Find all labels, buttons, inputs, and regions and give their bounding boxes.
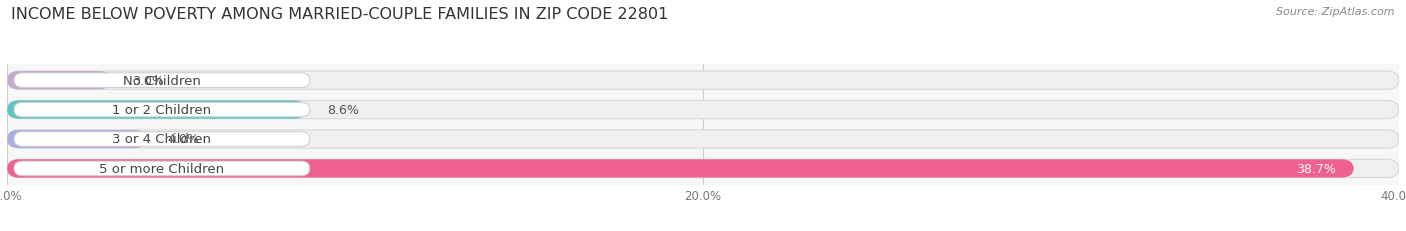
Text: 3 or 4 Children: 3 or 4 Children [112,133,211,146]
FancyBboxPatch shape [14,73,309,88]
Text: 3.0%: 3.0% [132,74,165,87]
FancyBboxPatch shape [7,72,111,90]
Text: 38.7%: 38.7% [1296,162,1336,175]
Text: No Children: No Children [122,74,201,87]
FancyBboxPatch shape [7,160,1354,178]
FancyBboxPatch shape [7,130,146,149]
Text: 8.6%: 8.6% [328,104,359,117]
FancyBboxPatch shape [7,160,1399,178]
FancyBboxPatch shape [14,103,309,117]
Text: INCOME BELOW POVERTY AMONG MARRIED-COUPLE FAMILIES IN ZIP CODE 22801: INCOME BELOW POVERTY AMONG MARRIED-COUPL… [11,7,669,22]
FancyBboxPatch shape [14,132,309,147]
Text: 1 or 2 Children: 1 or 2 Children [112,104,211,117]
FancyBboxPatch shape [7,72,1399,90]
Text: Source: ZipAtlas.com: Source: ZipAtlas.com [1277,7,1395,17]
FancyBboxPatch shape [14,161,309,176]
FancyBboxPatch shape [7,101,307,119]
FancyBboxPatch shape [7,101,1399,119]
Text: 4.0%: 4.0% [167,133,200,146]
Text: 5 or more Children: 5 or more Children [100,162,225,175]
FancyBboxPatch shape [7,130,1399,149]
